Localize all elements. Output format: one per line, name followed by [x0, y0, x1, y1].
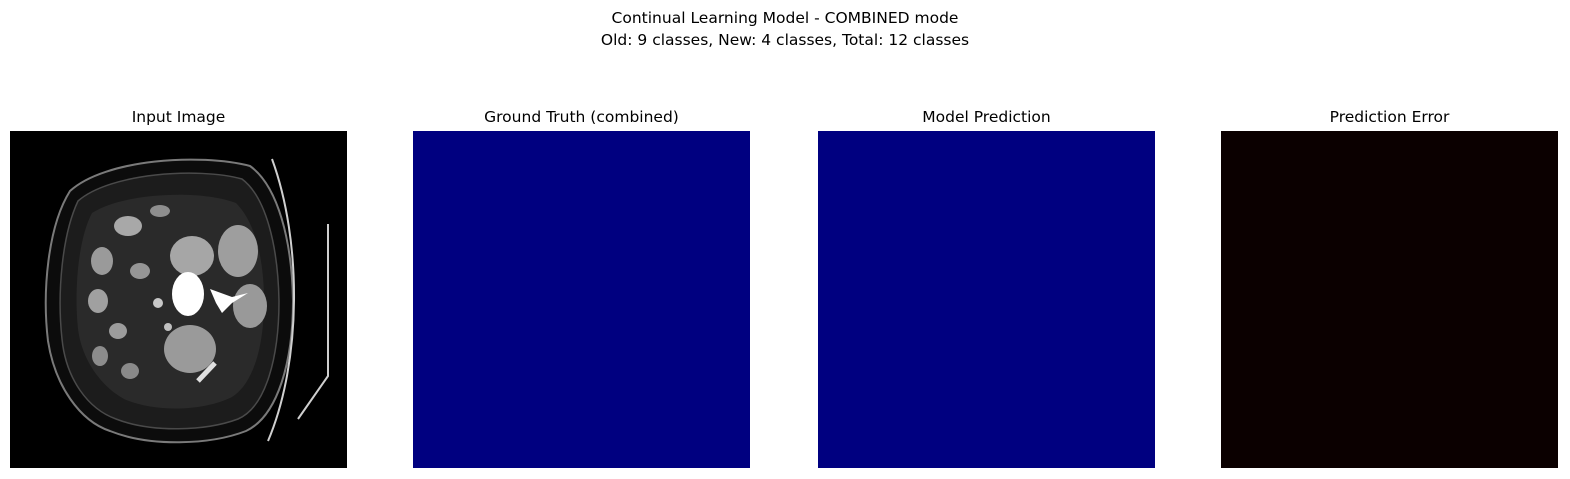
panel-title-ground-truth: Ground Truth (combined)	[484, 108, 679, 126]
panel-title-prediction-error: Prediction Error	[1329, 108, 1450, 126]
prediction-error-map	[1221, 131, 1558, 468]
ct-scan-graphic	[10, 131, 347, 468]
figure-title-line1: Continual Learning Model - COMBINED mode	[611, 9, 959, 27]
panel-title-model-prediction: Model Prediction	[922, 108, 1051, 126]
model-prediction-mask	[818, 131, 1155, 468]
panel-title-input-image: Input Image	[131, 108, 226, 126]
input-ct-image	[10, 131, 347, 468]
ground-truth-fill	[413, 131, 750, 468]
ground-truth-mask	[413, 131, 750, 468]
prediction-error-fill	[1221, 131, 1558, 468]
figure-title-line2: Old: 9 classes, New: 4 classes, Total: 1…	[600, 31, 970, 49]
model-prediction-fill	[818, 131, 1155, 468]
